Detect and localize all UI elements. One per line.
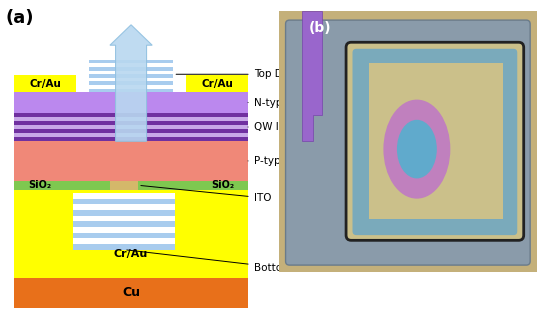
Bar bbox=[14, 125, 248, 129]
Bar bbox=[73, 221, 175, 227]
FancyBboxPatch shape bbox=[346, 42, 524, 240]
FancyBboxPatch shape bbox=[352, 49, 517, 235]
Bar bbox=[73, 199, 175, 204]
Bar bbox=[73, 193, 175, 199]
Text: Bottom DBR: Bottom DBR bbox=[127, 250, 318, 273]
Bar bbox=[73, 244, 175, 250]
Bar bbox=[73, 233, 175, 238]
Text: Top DBR: Top DBR bbox=[176, 69, 296, 79]
Bar bbox=[89, 63, 173, 67]
Bar bbox=[89, 78, 173, 82]
Bar bbox=[89, 74, 173, 78]
Bar bbox=[14, 190, 248, 278]
Bar bbox=[89, 67, 173, 71]
Bar bbox=[110, 181, 138, 190]
Ellipse shape bbox=[383, 100, 450, 199]
Polygon shape bbox=[302, 11, 321, 141]
Bar bbox=[14, 75, 76, 92]
Bar bbox=[89, 81, 173, 85]
Bar bbox=[14, 181, 248, 190]
Bar bbox=[89, 60, 173, 63]
Text: (a): (a) bbox=[5, 9, 34, 27]
Bar bbox=[14, 92, 248, 113]
Bar bbox=[14, 129, 248, 133]
Bar bbox=[369, 63, 503, 219]
Bar bbox=[14, 117, 248, 121]
Text: ITO: ITO bbox=[141, 186, 271, 203]
Bar bbox=[89, 85, 173, 89]
Bar bbox=[89, 89, 173, 92]
Bar bbox=[73, 227, 175, 233]
Text: SiO₂: SiO₂ bbox=[211, 180, 234, 190]
Bar bbox=[73, 216, 175, 221]
Bar bbox=[89, 56, 173, 60]
Text: Cu: Cu bbox=[122, 286, 140, 300]
Text: SiO₂: SiO₂ bbox=[28, 180, 51, 190]
Text: Cr/Au: Cr/Au bbox=[29, 79, 61, 89]
Text: Cr/Au: Cr/Au bbox=[201, 79, 233, 89]
Polygon shape bbox=[110, 25, 152, 141]
Ellipse shape bbox=[397, 120, 437, 178]
Text: N-type GaN: N-type GaN bbox=[248, 98, 314, 107]
Bar bbox=[14, 141, 248, 181]
Bar bbox=[89, 71, 173, 74]
Bar bbox=[186, 75, 248, 92]
Bar bbox=[14, 137, 248, 141]
FancyBboxPatch shape bbox=[286, 20, 530, 265]
Text: Cr/Au: Cr/Au bbox=[114, 249, 148, 259]
Bar bbox=[14, 121, 248, 125]
Bar bbox=[73, 238, 175, 244]
Text: (b): (b) bbox=[309, 21, 331, 35]
Bar bbox=[14, 113, 248, 117]
Bar bbox=[14, 133, 248, 137]
Bar bbox=[73, 210, 175, 216]
Bar bbox=[73, 204, 175, 210]
Text: QW layer: QW layer bbox=[248, 122, 302, 132]
Text: P-type GaN: P-type GaN bbox=[248, 156, 312, 166]
Bar bbox=[14, 278, 248, 308]
